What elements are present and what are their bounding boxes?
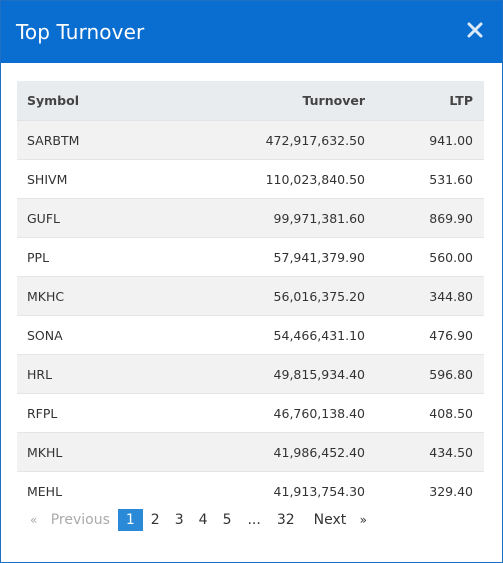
table-header-row: Symbol Turnover LTP bbox=[17, 81, 484, 121]
table-row: GUFL 99,971,381.60 869.90 bbox=[17, 198, 484, 238]
cell-symbol: MKHL bbox=[17, 432, 187, 472]
page-button-32[interactable]: 32 bbox=[276, 512, 295, 528]
cell-symbol: PPL bbox=[17, 237, 187, 277]
column-header-ltp[interactable]: LTP bbox=[365, 81, 484, 121]
cell-symbol: GUFL bbox=[17, 198, 187, 238]
cell-turnover: 46,760,138.40 bbox=[187, 393, 365, 433]
cell-symbol: RFPL bbox=[17, 393, 187, 433]
cell-ltp: 344.80 bbox=[365, 276, 484, 316]
table-row: HRL 49,815,934.40 596.80 bbox=[17, 354, 484, 394]
cell-ltp: 596.80 bbox=[365, 354, 484, 394]
table-row: SONA 54,466,431.10 476.90 bbox=[17, 315, 484, 355]
cell-symbol: SARBTM bbox=[17, 120, 187, 160]
cell-ltp: 408.50 bbox=[365, 393, 484, 433]
page-button-1[interactable]: 1 bbox=[117, 509, 143, 531]
cell-symbol: HRL bbox=[17, 354, 187, 394]
cell-ltp: 941.00 bbox=[365, 120, 484, 160]
table-row: MKHL 41,986,452.40 434.50 bbox=[17, 432, 484, 472]
cell-turnover: 49,815,934.40 bbox=[187, 354, 365, 394]
cell-turnover: 57,941,379.90 bbox=[187, 237, 365, 277]
next-page-button[interactable]: Next » bbox=[307, 509, 374, 531]
cell-symbol: MKHC bbox=[17, 276, 187, 316]
cell-symbol: MEHL bbox=[17, 471, 187, 510]
table-row: RFPL 46,760,138.40 408.50 bbox=[17, 393, 484, 433]
cell-ltp: 329.40 bbox=[365, 471, 484, 510]
cell-turnover: 99,971,381.60 bbox=[187, 198, 365, 238]
modal-header: Top Turnover bbox=[1, 1, 502, 63]
previous-label: Previous bbox=[50, 512, 110, 528]
column-header-symbol[interactable]: Symbol bbox=[17, 81, 187, 121]
cell-ltp: 476.90 bbox=[365, 315, 484, 355]
cell-ltp: 531.60 bbox=[365, 159, 484, 199]
cell-turnover: 41,986,452.40 bbox=[187, 432, 365, 472]
page-button-2[interactable]: 2 bbox=[150, 512, 160, 528]
page-button-4[interactable]: 4 bbox=[198, 512, 208, 528]
close-icon bbox=[467, 22, 483, 38]
cell-turnover: 41,913,754.30 bbox=[187, 471, 365, 510]
table-row: PPL 57,941,379.90 560.00 bbox=[17, 237, 484, 277]
cell-turnover: 56,016,375.20 bbox=[187, 276, 365, 316]
turnover-table: Symbol Turnover LTP SARBTM 472,917,632.5… bbox=[17, 81, 484, 510]
next-label: Next bbox=[313, 512, 347, 528]
previous-page-button[interactable]: « Previous bbox=[23, 509, 117, 531]
turnover-table-wrap: Symbol Turnover LTP SARBTM 472,917,632.5… bbox=[17, 81, 484, 510]
table-row: SARBTM 472,917,632.50 941.00 bbox=[17, 120, 484, 160]
cell-ltp: 434.50 bbox=[365, 432, 484, 472]
table-row: MKHC 56,016,375.20 344.80 bbox=[17, 276, 484, 316]
page-button-5[interactable]: 5 bbox=[222, 512, 232, 528]
cell-symbol: SHIVM bbox=[17, 159, 187, 199]
close-button[interactable] bbox=[465, 20, 485, 40]
cell-turnover: 110,023,840.50 bbox=[187, 159, 365, 199]
double-chevron-left-icon: « bbox=[30, 513, 38, 527]
pagination-ellipsis: ... bbox=[247, 512, 261, 528]
pagination: « Previous 1 2 3 4 5 ... 32 Next » bbox=[23, 509, 375, 531]
cell-turnover: 54,466,431.10 bbox=[187, 315, 365, 355]
page-button-3[interactable]: 3 bbox=[174, 512, 184, 528]
double-chevron-right-icon: » bbox=[359, 513, 367, 527]
cell-symbol: SONA bbox=[17, 315, 187, 355]
table-row: SHIVM 110,023,840.50 531.60 bbox=[17, 159, 484, 199]
table-row: MEHL 41,913,754.30 329.40 bbox=[17, 471, 484, 510]
modal-title: Top Turnover bbox=[16, 20, 145, 44]
cell-ltp: 869.90 bbox=[365, 198, 484, 238]
cell-turnover: 472,917,632.50 bbox=[187, 120, 365, 160]
column-header-turnover[interactable]: Turnover bbox=[187, 81, 365, 121]
cell-ltp: 560.00 bbox=[365, 237, 484, 277]
